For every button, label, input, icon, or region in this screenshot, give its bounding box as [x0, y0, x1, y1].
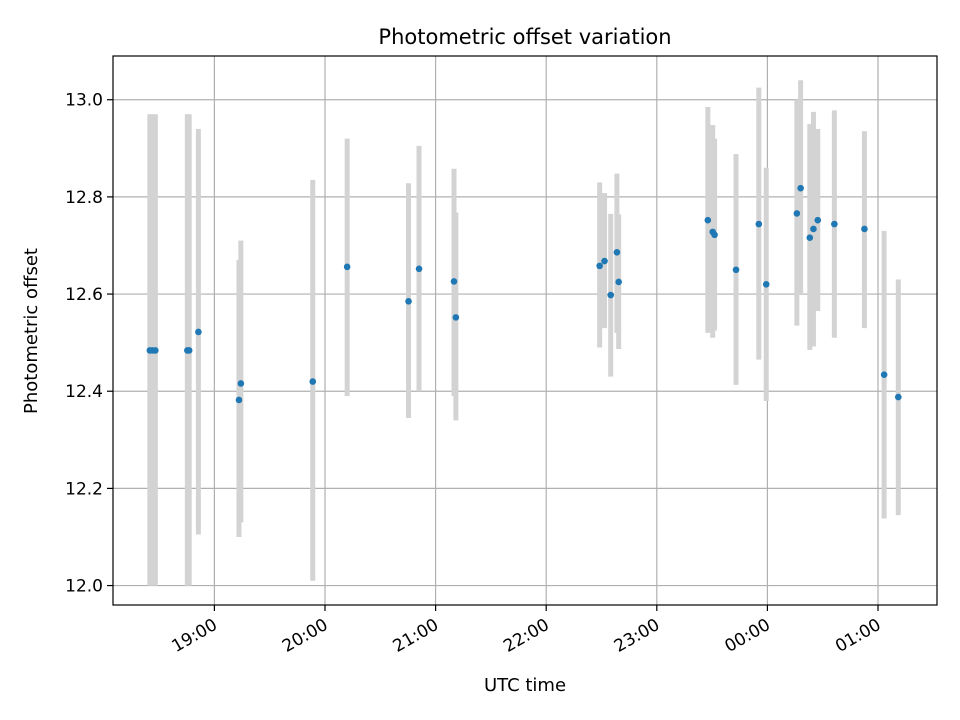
y-tick-label: 12.2	[65, 479, 103, 499]
data-point	[152, 347, 159, 354]
data-point	[615, 278, 622, 286]
data-points	[146, 184, 902, 404]
y-tick-label: 12.4	[65, 382, 103, 402]
chart-title: Photometric offset variation	[378, 25, 671, 49]
data-point	[607, 291, 615, 299]
y-tick-label: 13.0	[65, 91, 103, 111]
data-point	[452, 314, 460, 321]
data-point	[810, 225, 817, 233]
data-point	[601, 257, 608, 265]
data-point	[185, 347, 193, 354]
data-point	[793, 210, 801, 217]
data-point	[235, 396, 243, 404]
data-point	[797, 184, 804, 192]
data-point	[343, 263, 351, 271]
data-point	[613, 248, 621, 256]
data-point	[732, 266, 740, 274]
data-point	[762, 281, 770, 288]
plot-area-frame	[112, 55, 938, 606]
data-point	[755, 220, 763, 228]
data-point	[405, 298, 412, 305]
data-point	[415, 265, 423, 273]
data-point	[596, 262, 603, 270]
data-point	[861, 225, 868, 233]
y-tick-label: 12.8	[65, 188, 103, 208]
data-point	[806, 234, 814, 242]
y-tick-label: 12.6	[65, 285, 103, 305]
data-point	[704, 216, 712, 224]
data-point	[831, 220, 838, 228]
data-point	[309, 378, 317, 385]
y-tick-label: 12.0	[65, 577, 103, 597]
data-point	[450, 278, 458, 285]
data-point	[195, 328, 202, 336]
data-point	[894, 393, 902, 401]
y-axis-label: Photometric offset	[21, 248, 42, 414]
x-axis-label: UTC time	[484, 675, 566, 696]
data-point	[237, 380, 245, 387]
data-point	[814, 216, 822, 224]
data-point	[880, 371, 888, 379]
data-point	[711, 231, 718, 239]
